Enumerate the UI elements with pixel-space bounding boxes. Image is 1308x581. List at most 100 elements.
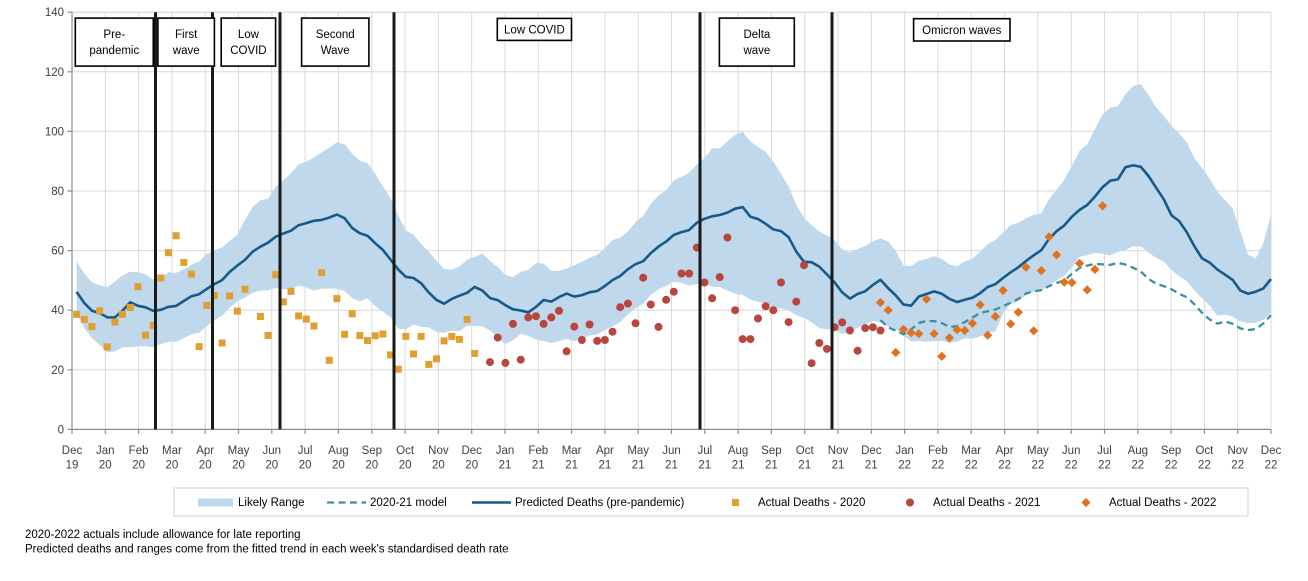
svg-text:20: 20 bbox=[132, 460, 145, 472]
svg-text:20: 20 bbox=[166, 460, 179, 472]
svg-text:wave: wave bbox=[742, 45, 770, 57]
svg-text:Feb: Feb bbox=[528, 445, 548, 457]
svg-text:40: 40 bbox=[51, 305, 64, 317]
svg-text:May: May bbox=[627, 445, 649, 457]
svg-text:22: 22 bbox=[1265, 460, 1278, 472]
svg-text:22: 22 bbox=[1198, 460, 1211, 472]
svg-text:22: 22 bbox=[898, 460, 911, 472]
svg-text:Omicron waves: Omicron waves bbox=[922, 25, 1001, 37]
svg-text:Jan: Jan bbox=[96, 445, 115, 457]
svg-text:Actual Deaths - 2022: Actual Deaths - 2022 bbox=[1109, 497, 1216, 509]
svg-text:22: 22 bbox=[1131, 460, 1144, 472]
svg-text:Nov: Nov bbox=[828, 445, 849, 457]
svg-text:Predicted Deaths (pre-pandemic: Predicted Deaths (pre-pandemic) bbox=[515, 497, 685, 509]
svg-text:21: 21 bbox=[698, 460, 711, 472]
svg-text:21: 21 bbox=[565, 460, 578, 472]
svg-text:Mar: Mar bbox=[562, 445, 582, 457]
svg-text:2020-2022 actuals include allo: 2020-2022 actuals include allowance for … bbox=[25, 529, 301, 541]
svg-text:Actual Deaths - 2020: Actual Deaths - 2020 bbox=[758, 497, 865, 509]
svg-text:Nov: Nov bbox=[428, 445, 449, 457]
svg-text:Jul: Jul bbox=[697, 445, 712, 457]
svg-text:May: May bbox=[228, 445, 250, 457]
svg-text:20: 20 bbox=[365, 460, 378, 472]
svg-text:22: 22 bbox=[1098, 460, 1111, 472]
svg-text:22: 22 bbox=[932, 460, 945, 472]
svg-text:Nov: Nov bbox=[1227, 445, 1248, 457]
svg-text:Jan: Jan bbox=[496, 445, 515, 457]
svg-text:21: 21 bbox=[632, 460, 645, 472]
svg-text:21: 21 bbox=[665, 460, 678, 472]
svg-text:Apr: Apr bbox=[596, 445, 614, 457]
svg-text:Sep: Sep bbox=[362, 445, 382, 457]
svg-text:22: 22 bbox=[1231, 460, 1244, 472]
svg-text:Jul: Jul bbox=[1097, 445, 1112, 457]
svg-text:Predicted deaths and ranges co: Predicted deaths and ranges come from th… bbox=[25, 544, 509, 556]
svg-text:Jun: Jun bbox=[263, 445, 282, 457]
svg-text:100: 100 bbox=[45, 126, 64, 138]
svg-text:Delta: Delta bbox=[743, 29, 770, 41]
svg-text:Second: Second bbox=[316, 29, 355, 41]
svg-text:Oct: Oct bbox=[796, 445, 815, 457]
svg-text:21: 21 bbox=[765, 460, 778, 472]
svg-text:20: 20 bbox=[199, 460, 212, 472]
svg-text:140: 140 bbox=[45, 7, 64, 19]
svg-text:May: May bbox=[1027, 445, 1049, 457]
svg-text:Feb: Feb bbox=[928, 445, 948, 457]
svg-text:20: 20 bbox=[332, 460, 345, 472]
svg-text:Aug: Aug bbox=[328, 445, 348, 457]
svg-text:21: 21 bbox=[732, 460, 745, 472]
svg-text:21: 21 bbox=[599, 460, 612, 472]
svg-text:Apr: Apr bbox=[996, 445, 1014, 457]
svg-text:Sep: Sep bbox=[761, 445, 781, 457]
svg-text:19: 19 bbox=[66, 460, 79, 472]
svg-text:COVID: COVID bbox=[230, 45, 266, 57]
svg-text:Pre-: Pre- bbox=[103, 29, 125, 41]
svg-text:22: 22 bbox=[1032, 460, 1045, 472]
svg-text:Oct: Oct bbox=[396, 445, 415, 457]
svg-text:21: 21 bbox=[499, 460, 512, 472]
svg-text:wave: wave bbox=[172, 45, 200, 57]
svg-text:120: 120 bbox=[45, 67, 64, 79]
svg-text:Apr: Apr bbox=[196, 445, 214, 457]
svg-text:22: 22 bbox=[1065, 460, 1078, 472]
svg-text:Low COVID: Low COVID bbox=[504, 24, 565, 36]
svg-text:Dec: Dec bbox=[861, 445, 882, 457]
svg-text:22: 22 bbox=[1165, 460, 1178, 472]
svg-text:Aug: Aug bbox=[1128, 445, 1148, 457]
svg-text:20: 20 bbox=[299, 460, 312, 472]
svg-text:Aug: Aug bbox=[728, 445, 748, 457]
svg-text:21: 21 bbox=[865, 460, 878, 472]
svg-text:20: 20 bbox=[465, 460, 478, 472]
svg-text:First: First bbox=[175, 29, 198, 41]
svg-text:Mar: Mar bbox=[162, 445, 182, 457]
svg-text:Jun: Jun bbox=[1062, 445, 1081, 457]
svg-text:22: 22 bbox=[965, 460, 978, 472]
svg-text:Oct: Oct bbox=[1195, 445, 1214, 457]
svg-text:Sep: Sep bbox=[1161, 445, 1181, 457]
svg-text:Dec: Dec bbox=[1261, 445, 1282, 457]
svg-text:21: 21 bbox=[532, 460, 545, 472]
svg-text:Jun: Jun bbox=[662, 445, 681, 457]
svg-text:20: 20 bbox=[399, 460, 412, 472]
svg-text:2020-21 model: 2020-21 model bbox=[370, 497, 447, 509]
svg-text:Low: Low bbox=[238, 29, 260, 41]
svg-text:Wave: Wave bbox=[321, 45, 350, 57]
svg-text:Likely Range: Likely Range bbox=[238, 497, 304, 509]
svg-text:pandemic: pandemic bbox=[89, 45, 139, 57]
svg-text:20: 20 bbox=[265, 460, 278, 472]
svg-text:21: 21 bbox=[798, 460, 811, 472]
svg-text:20: 20 bbox=[232, 460, 245, 472]
svg-text:60: 60 bbox=[51, 246, 64, 258]
svg-text:Mar: Mar bbox=[961, 445, 981, 457]
svg-text:80: 80 bbox=[51, 186, 64, 198]
svg-text:Actual Deaths - 2021: Actual Deaths - 2021 bbox=[933, 497, 1040, 509]
svg-text:Jan: Jan bbox=[895, 445, 914, 457]
svg-text:20: 20 bbox=[51, 365, 64, 377]
svg-text:20: 20 bbox=[99, 460, 112, 472]
svg-text:22: 22 bbox=[998, 460, 1011, 472]
svg-text:Dec: Dec bbox=[62, 445, 83, 457]
svg-text:Jul: Jul bbox=[298, 445, 313, 457]
svg-text:Dec: Dec bbox=[461, 445, 482, 457]
svg-text:0: 0 bbox=[58, 424, 64, 436]
svg-text:Feb: Feb bbox=[129, 445, 149, 457]
